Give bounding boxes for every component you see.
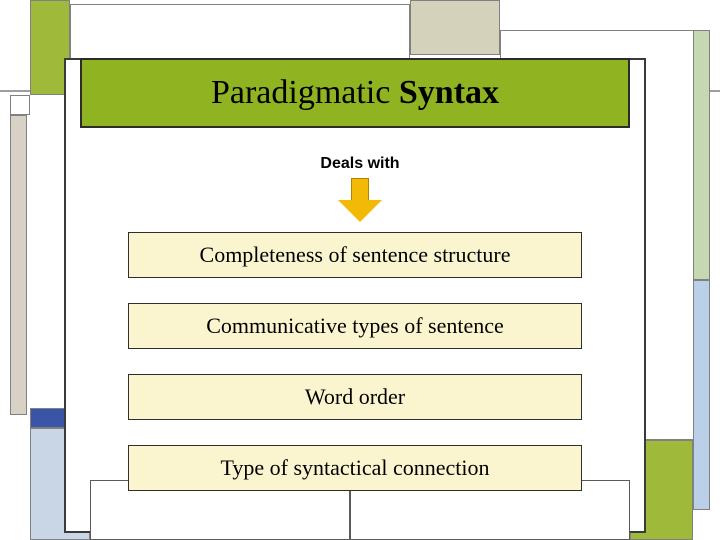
list-item: Communicative types of sentence [128, 303, 582, 349]
slide-title: Paradigmatic Syntax [211, 74, 499, 112]
list-item-label: Type of syntactical connection [220, 455, 489, 481]
subtitle: Deals with [0, 155, 720, 173]
list-item: Completeness of sentence structure [128, 232, 582, 278]
title-plain: Paradigmatic [211, 74, 390, 111]
list-item: Word order [128, 374, 582, 420]
decor-rect [70, 4, 410, 59]
slide-canvas: Paradigmatic Syntax Deals with Completen… [0, 0, 720, 540]
title-bar: Paradigmatic Syntax [80, 58, 630, 128]
title-bold: Syntax [399, 74, 499, 111]
list-item: Type of syntactical connection [128, 445, 582, 491]
list-item-label: Word order [305, 384, 405, 410]
list-item-label: Completeness of sentence structure [200, 242, 511, 268]
down-arrow-icon [338, 178, 382, 222]
list-item-label: Communicative types of sentence [206, 313, 504, 339]
decor-rect [10, 95, 30, 115]
decor-rect [410, 0, 500, 55]
decor-rect [693, 280, 710, 510]
